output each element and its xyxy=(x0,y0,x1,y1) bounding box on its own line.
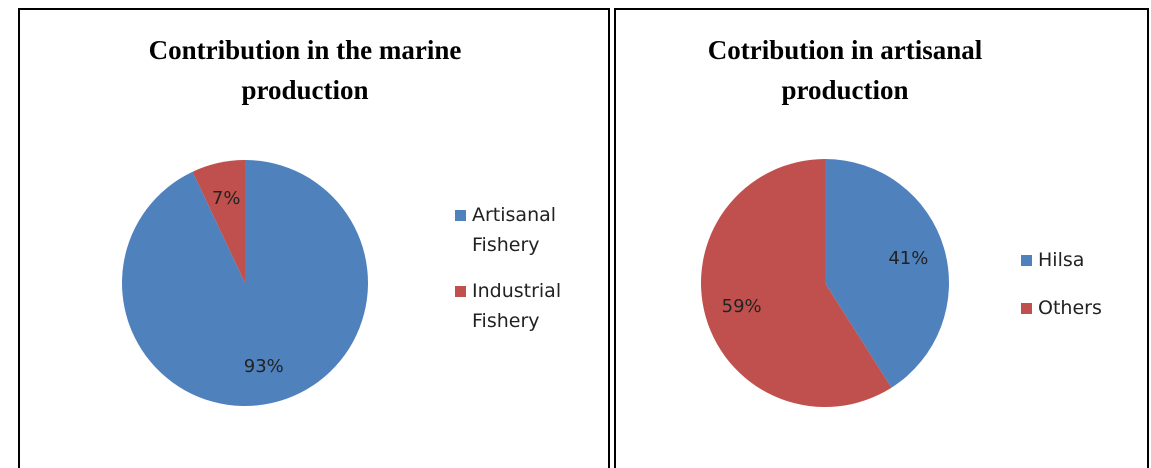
legend-label: Artisanal Fishery xyxy=(472,204,557,256)
legend-swatch xyxy=(1021,303,1032,314)
charts: 93% 7% 41% 59% xyxy=(121,159,949,407)
page: 93%7%41%59% (() => { const data = JSON.p… xyxy=(18,8,1149,468)
pie-slice xyxy=(700,159,892,407)
chart-title: Contribution in the marine production xyxy=(148,35,462,105)
legend-label: Others xyxy=(1038,297,1102,319)
data-label: 7% xyxy=(212,188,241,209)
data-label: 93% xyxy=(244,356,284,377)
panel xyxy=(18,8,610,468)
legend-label: Industrial Fishery xyxy=(472,280,562,332)
pie-slice xyxy=(121,160,368,407)
data-label: 41% xyxy=(888,248,928,269)
chart-title: Cotribution in artisanal production xyxy=(707,35,983,105)
legend-label: Hilsa xyxy=(1038,249,1085,271)
legend-swatch xyxy=(455,286,466,297)
pie-slice xyxy=(192,160,245,283)
legend-swatch xyxy=(1021,255,1032,266)
data-label: 59% xyxy=(722,296,762,317)
pie-slice xyxy=(825,159,949,388)
panel xyxy=(614,8,1149,468)
legend-swatch xyxy=(455,210,466,221)
